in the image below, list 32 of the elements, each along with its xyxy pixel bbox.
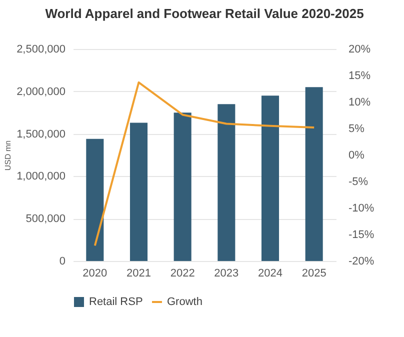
y2-tick-label: -5%	[348, 176, 368, 188]
y2-tick-label: -15%	[348, 229, 374, 241]
bar	[305, 87, 323, 261]
y2-tick-label: 0%	[348, 150, 365, 162]
y2-tick-label: 20%	[348, 44, 371, 56]
y-tick-label: 1,000,000	[16, 170, 66, 183]
y-tick-label: 2,000,000	[16, 86, 66, 98]
chart-title: World Apparel and Footwear Retail Value 2020-2025	[45, 6, 364, 21]
y2-tick-label: -20%	[348, 256, 374, 268]
y-tick-label: 2,500,000	[16, 44, 66, 56]
legend-label: Growth	[167, 296, 202, 308]
y2-tick-label: -10%	[348, 202, 374, 214]
legend-label: Retail RSP	[89, 296, 143, 308]
bar	[261, 96, 280, 261]
y-tick-label: 1,500,000	[16, 128, 66, 140]
y2-tick-label: 5%	[348, 123, 365, 135]
bar	[86, 138, 104, 261]
x-tick-label: 2024	[258, 268, 282, 280]
x-tick-label: 2021	[126, 268, 151, 280]
x-tick-label: 2020	[82, 268, 108, 280]
x-tick-label: 2022	[170, 268, 195, 280]
line-series	[94, 81, 316, 247]
bar	[130, 122, 148, 261]
y-axis-title: USD mn	[4, 140, 13, 171]
bar	[174, 112, 192, 261]
y-tick-label: 500,000	[26, 213, 66, 226]
y-tick-label: 0	[59, 256, 66, 268]
x-tick-label: 2023	[214, 268, 239, 280]
y2-tick-label: 15%	[348, 70, 371, 82]
y2-tick-label: 10%	[348, 96, 371, 108]
x-tick-label: 2025	[302, 268, 326, 280]
bar	[218, 104, 236, 261]
